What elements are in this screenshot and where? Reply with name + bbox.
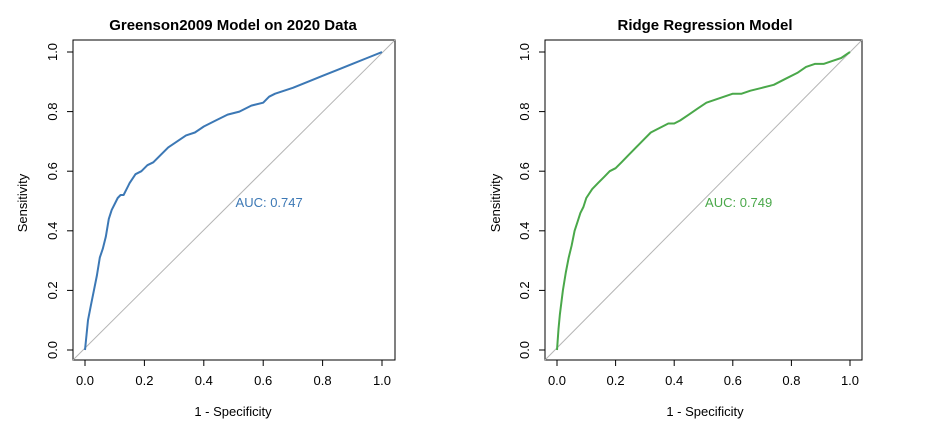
y-tick-label: 0.6 <box>517 162 532 180</box>
y-axis-label: Sensitivity <box>15 173 30 232</box>
x-tick-label: 1.0 <box>373 373 391 388</box>
x-tick-label: 0.4 <box>195 373 213 388</box>
x-tick-label: 0.0 <box>76 373 94 388</box>
x-tick-label: 0.0 <box>548 373 566 388</box>
y-tick-label: 1.0 <box>45 43 60 61</box>
x-tick-label: 0.2 <box>607 373 625 388</box>
roc-curve <box>84 51 383 351</box>
y-tick-label: 0.8 <box>517 103 532 121</box>
y-tick-label: 0.2 <box>517 281 532 299</box>
y-tick-label: 0.4 <box>45 222 60 240</box>
x-tick-label: 0.6 <box>254 373 272 388</box>
x-tick-label: 0.4 <box>665 373 683 388</box>
y-tick-label: 0.8 <box>45 103 60 121</box>
x-tick-label: 0.2 <box>135 373 153 388</box>
x-tick-label: 0.8 <box>782 373 800 388</box>
x-tick-label: 1.0 <box>841 373 859 388</box>
y-tick-label: 1.0 <box>517 43 532 61</box>
auc-annotation: AUC: 0.747 <box>236 195 303 210</box>
x-axis-label: 1 - Specificity <box>194 404 272 419</box>
y-axis-label: Sensitivity <box>488 173 503 232</box>
x-tick-label: 0.8 <box>314 373 332 388</box>
reference-diagonal <box>72 39 396 361</box>
y-tick-label: 0.0 <box>517 341 532 359</box>
y-tick-label: 0.2 <box>45 281 60 299</box>
chart-title: Greenson2009 Model on 2020 Data <box>109 17 357 34</box>
x-tick-label: 0.6 <box>724 373 742 388</box>
y-tick-label: 0.0 <box>45 341 60 359</box>
chart-title: Ridge Regression Model <box>617 17 792 34</box>
x-axis-label: 1 - Specificity <box>666 404 744 419</box>
roc-curve <box>556 51 851 351</box>
reference-diagonal <box>544 39 863 361</box>
auc-annotation: AUC: 0.749 <box>705 195 772 210</box>
roc-panel-greenson2009: Greenson2009 Model on 2020 Data 1 - Spec… <box>15 17 396 419</box>
y-tick-label: 0.4 <box>517 222 532 240</box>
y-tick-label: 0.6 <box>45 162 60 180</box>
roc-panel-ridge-regression: Ridge Regression Model 1 - Specificity S… <box>488 17 863 419</box>
